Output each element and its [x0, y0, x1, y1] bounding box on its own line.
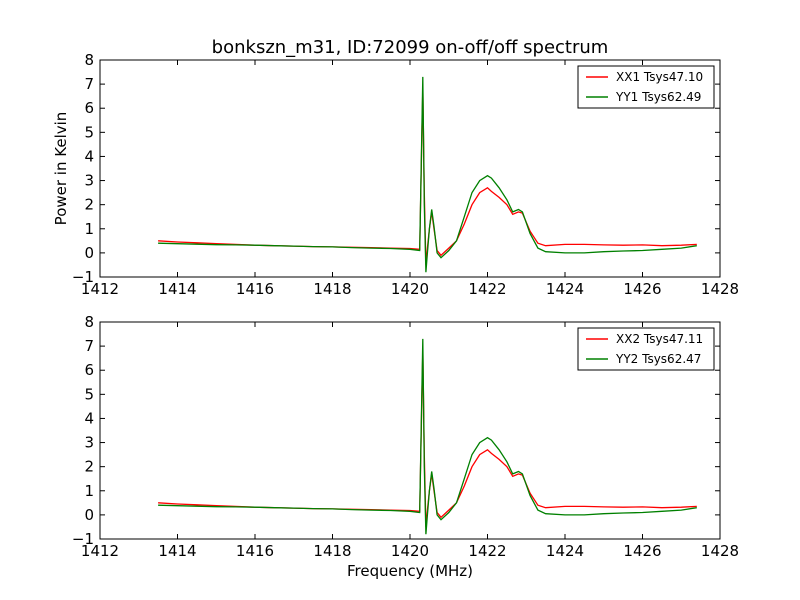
y-tick-label: 3 — [84, 434, 94, 452]
x-tick-label: 1414 — [158, 542, 196, 560]
legend-label: YY1 Tsys62.49 — [615, 90, 701, 104]
x-tick-label: 1412 — [81, 542, 119, 560]
y-tick-label: 2 — [84, 458, 94, 476]
x-tick-label: 1422 — [468, 542, 506, 560]
y-tick-label: 6 — [84, 361, 94, 379]
y-tick-label: −1 — [72, 530, 94, 548]
bottom-spectrum-panel: 1412 1414 1416 1418 1420 1422 1424 1426 1428−101… — [72, 313, 739, 580]
y-tick-label: 5 — [84, 385, 94, 403]
x-tick-label: 1420 — [391, 542, 429, 560]
figure-title: bonkszn_m31, ID:72099 on-off/off spectru… — [212, 37, 609, 58]
y-tick-label: 0 — [84, 244, 94, 262]
legend: XX1 Tsys47.10 YY1 Tsys62.49 — [577, 65, 715, 109]
y-tick-label: 4 — [84, 409, 94, 427]
legend-label: XX1 Tsys47.10 — [616, 70, 703, 84]
y-tick-label: −1 — [72, 268, 94, 286]
x-tick-label: 1424 — [546, 280, 584, 298]
x-tick-label: 1428 — [701, 280, 739, 298]
y-tick-label: 3 — [84, 172, 94, 190]
y-tick-label: 8 — [84, 313, 94, 331]
y-tick-label: 0 — [84, 506, 94, 524]
x-tick-label: 1414 — [158, 280, 196, 298]
y-tick-label: 4 — [84, 147, 94, 165]
x-tick-label: 1428 — [701, 542, 739, 560]
y-tick-label: 1 — [84, 482, 94, 500]
x-tick-label: 1426 — [623, 542, 661, 560]
series-group — [158, 338, 697, 535]
legend-label: YY2 Tsys62.47 — [615, 352, 701, 366]
x-tick-label: 1416 — [236, 280, 274, 298]
y-tick-label: 6 — [84, 99, 94, 117]
x-tick-label: 1424 — [546, 542, 584, 560]
legend: XX2 Tsys47.11 YY2 Tsys62.47 — [577, 327, 715, 371]
y-tick-label: 8 — [84, 51, 94, 69]
x-tick-label: 1418 — [313, 280, 351, 298]
y-tick-label: 7 — [84, 75, 94, 93]
y-tick-label: 7 — [84, 337, 94, 355]
legend-box — [577, 65, 715, 109]
series-group — [158, 76, 697, 273]
legend-label: XX2 Tsys47.11 — [616, 332, 703, 346]
x-tick-label: 1420 — [391, 280, 429, 298]
series-line-xx2 — [158, 350, 697, 527]
y-tick-label: 1 — [84, 220, 94, 238]
y-axis-label: Power in Kelvin — [52, 112, 70, 226]
series-line-xx1 — [158, 88, 697, 265]
legend-box — [577, 327, 715, 371]
x-tick-label: 1422 — [468, 280, 506, 298]
series-line-yy1 — [158, 76, 697, 273]
top-spectrum-panel: 1412 1414 1416 1418 1420 1422 1424 1426 1428−101… — [52, 51, 739, 298]
series-line-yy2 — [158, 338, 697, 535]
x-tick-label: 1412 — [81, 280, 119, 298]
x-tick-label: 1416 — [236, 542, 274, 560]
x-tick-label: 1418 — [313, 542, 351, 560]
x-tick-label: 1426 — [623, 280, 661, 298]
y-tick-label: 5 — [84, 123, 94, 141]
y-tick-label: 2 — [84, 196, 94, 214]
x-axis-label: Frequency (MHz) — [347, 562, 473, 580]
